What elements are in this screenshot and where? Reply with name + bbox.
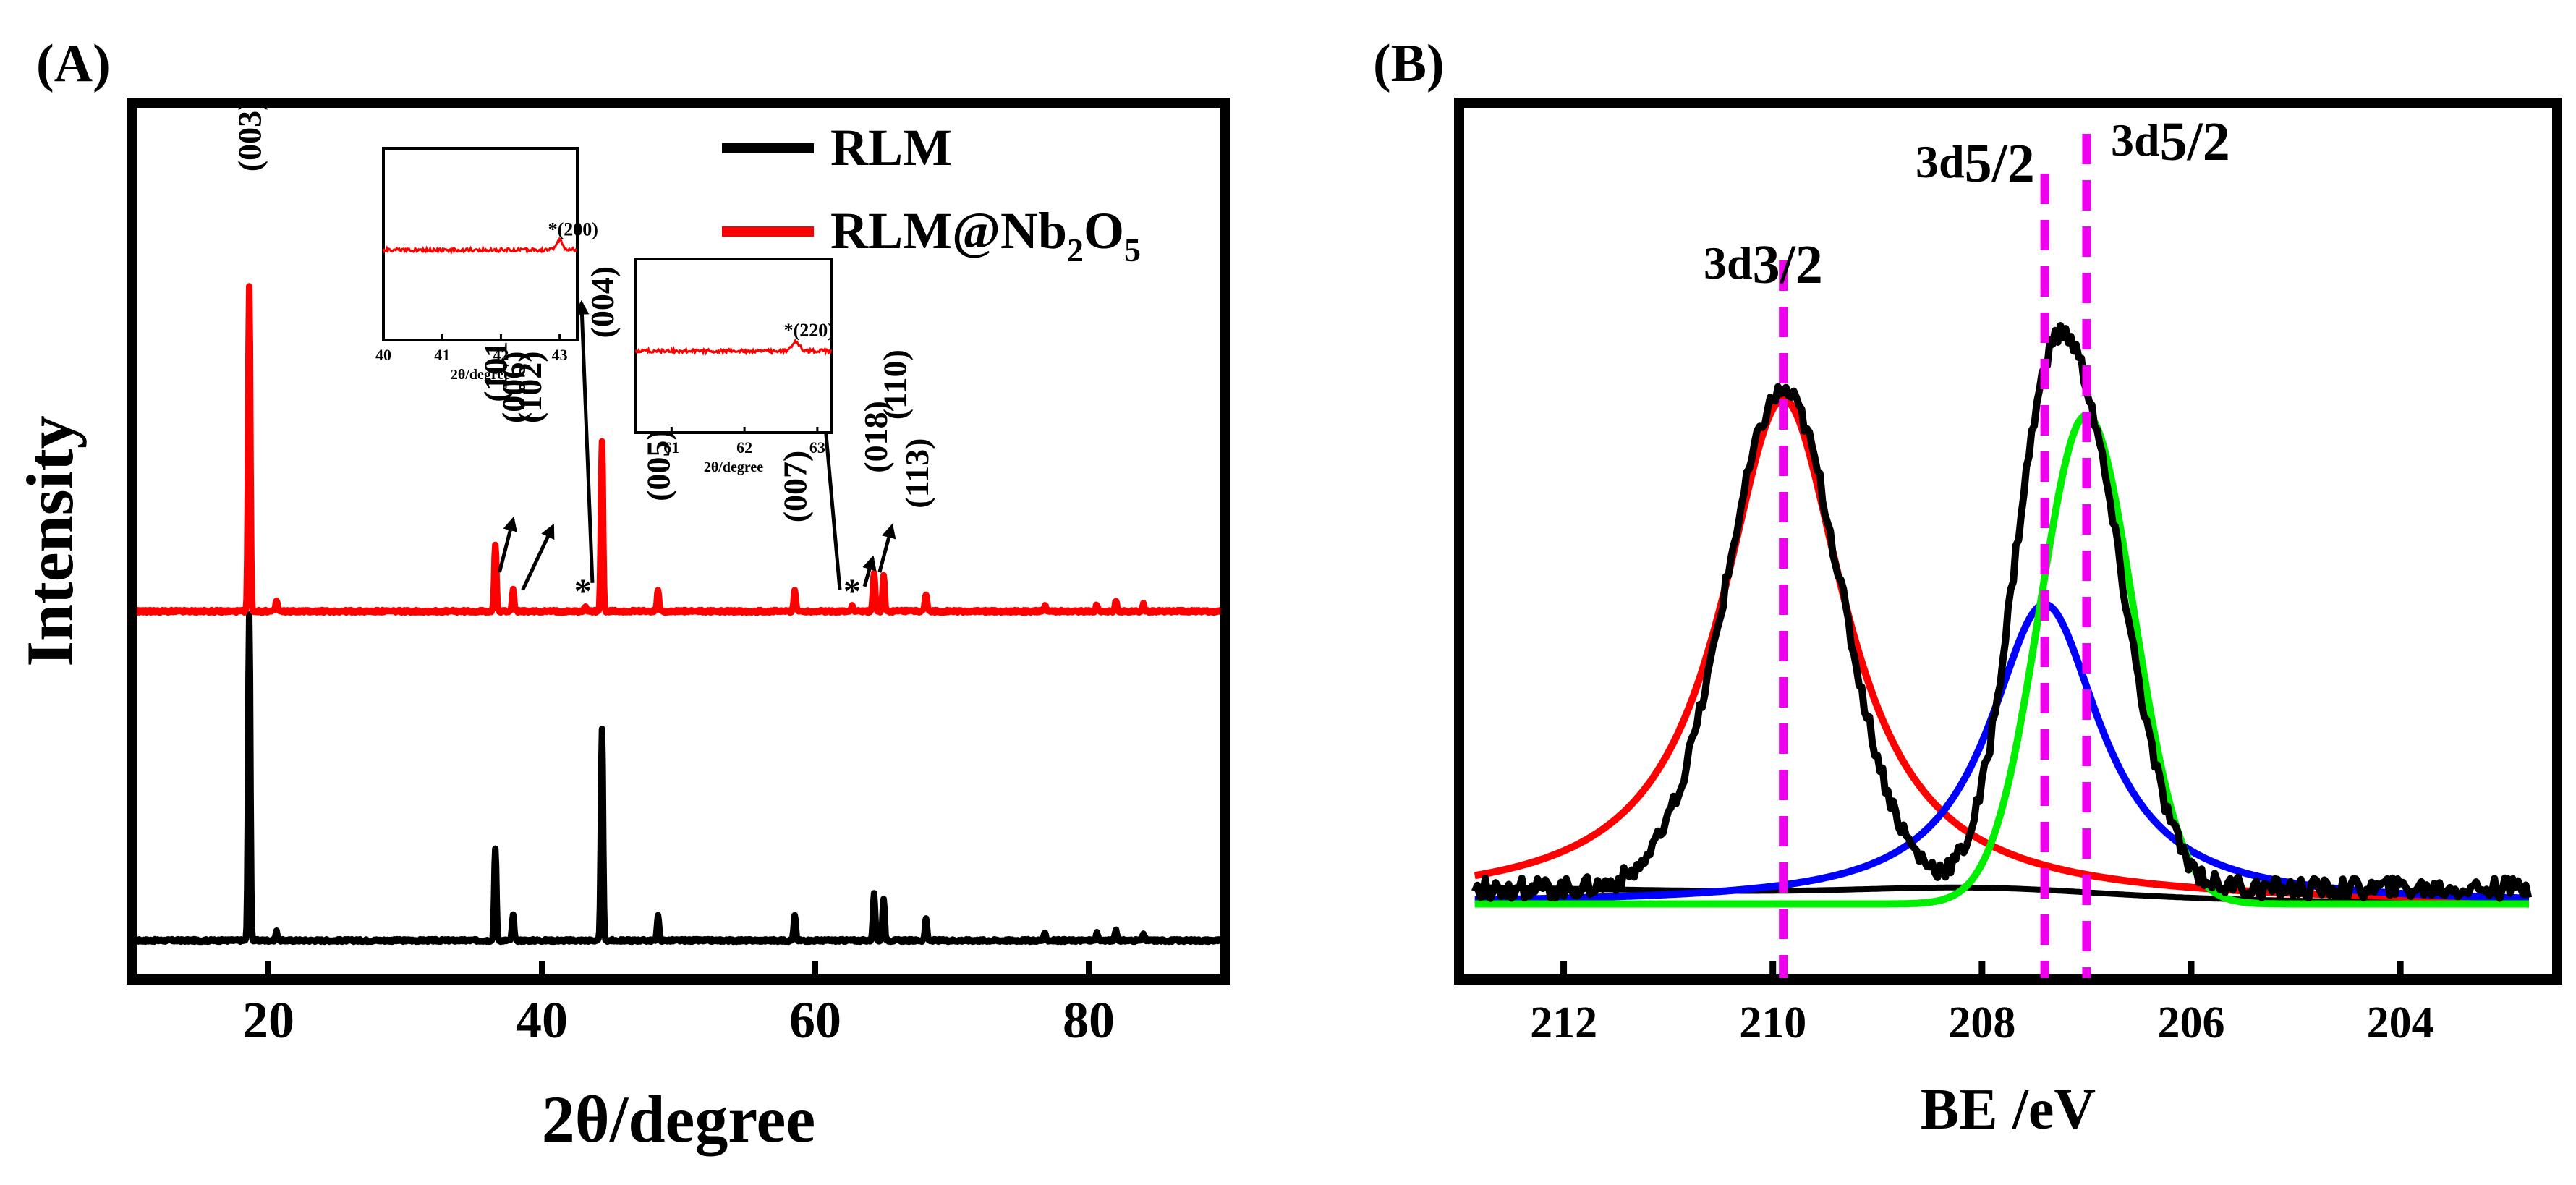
legend-label-rlm: RLM (830, 119, 952, 177)
panel-a-label: (A) (36, 34, 111, 93)
pointer-arrow (574, 300, 595, 583)
x-tick-label: 212 (1530, 998, 1597, 1048)
pointer-arrow (877, 523, 896, 573)
panel-b-peak-labels: 3d3/2 3d5/2 3d5/2 (1704, 111, 2230, 978)
peak-label: 3d5/2 (2111, 111, 2230, 172)
legend-label-rlm-nb2o5: RLM@Nb2O5 (830, 202, 1141, 268)
miller-index-label: (018) (857, 401, 894, 473)
panel-a-plot-area (129, 283, 1229, 946)
panel-b-x-axis-label: BE /eV (1921, 1078, 2096, 1142)
x-tick-label: 80 (1063, 991, 1115, 1049)
x-tick-label: 208 (1948, 998, 2015, 1048)
inset-tick-label: 42 (493, 346, 509, 364)
inset-tick-label: 40 (375, 346, 391, 364)
inset-tick-label: 61 (663, 438, 679, 456)
miller-index-label: (113) (898, 438, 935, 509)
inset-2: *(220) 61 62 63 2θ/degree (634, 258, 834, 475)
panel-b-frame (1454, 98, 2562, 985)
panel-a-y-axis-label: Intensity (13, 415, 87, 667)
pointer-arrow (521, 523, 555, 591)
miller-index-label: (102) (511, 351, 548, 423)
xps-raw-spectrum (1471, 322, 2533, 902)
panel-a-x-axis-label: 2θ/degree (542, 1082, 815, 1156)
panel-b-label: (B) (1373, 34, 1445, 93)
x-tick-label: 206 (2158, 998, 2225, 1048)
panel-b: (B) 212 210 208 206 204 3d3/2 3d5/2 3d5/2 BE /… (1373, 34, 2562, 1142)
inset-peak-label: *(200) (548, 218, 598, 239)
peak-label: 3d5/2 (1916, 133, 2035, 194)
x-tick-label: 40 (516, 991, 568, 1049)
pointer-arrow (497, 516, 518, 573)
xps-fit-green (1473, 411, 2531, 908)
inset-peak-label: *(220) (784, 320, 834, 341)
impurity-marker: * (574, 572, 592, 611)
panel-a-frame (127, 98, 1230, 985)
x-tick-label: 204 (2367, 998, 2434, 1048)
miller-index-label: (004) (584, 266, 621, 339)
inset-tick-label: 62 (736, 438, 752, 456)
pointer-arrow (862, 555, 877, 587)
series-line-rlm-nb2o5 (129, 283, 1228, 616)
panel-a-insets: *(200) 40 41 42 43 2θ/degree *(220) 61 62 63 2θ/de… (375, 147, 834, 475)
impurity-marker: * (843, 572, 861, 611)
panel-b-x-ticks: 212 210 208 206 204 (1530, 961, 2434, 1048)
x-tick-label: 20 (242, 991, 294, 1049)
x-tick-label: 60 (789, 991, 841, 1049)
miller-index-label: (007) (777, 451, 814, 523)
panel-a-legend: RLM RLM@Nb2O5 (722, 119, 1141, 268)
panel-b-plot-area (1471, 322, 2533, 908)
miller-index-label: (006) (495, 351, 532, 423)
inset-frame (634, 258, 833, 434)
panel-a: (A) 20 40 60 80 (003)(101)(006)(102)(004)(0… (13, 34, 1230, 1156)
miller-index-label: (005) (640, 429, 677, 501)
inset-x-label: 2θ/degree (704, 459, 763, 475)
inset-tick-label: 41 (434, 346, 450, 364)
panel-a-annotations: (003) (101)(006)(102) (004) (005) (007) (018)… (231, 100, 935, 611)
inset-1: *(200) 40 41 42 43 2θ/degree (375, 147, 598, 383)
panel-a-x-ticks: 20 40 60 80 (242, 961, 1115, 1049)
inset-series-line (382, 237, 578, 255)
peak-label: 3d3/2 (1704, 234, 1823, 295)
x-tick-label: 210 (1739, 998, 1806, 1048)
inset-frame (382, 147, 579, 341)
inset-tick-label: 63 (809, 438, 825, 456)
xps-fit-red (1473, 396, 2531, 903)
series-line-rlm (129, 611, 1229, 946)
inset-series-line (634, 338, 833, 356)
miller-index-label: (003) (231, 100, 268, 172)
inset-tick-label: 43 (552, 346, 568, 364)
inset-x-label: 2θ/degree (451, 367, 510, 383)
miller-index-label: (101) (477, 330, 514, 402)
miller-index-label: (110) (877, 349, 914, 420)
